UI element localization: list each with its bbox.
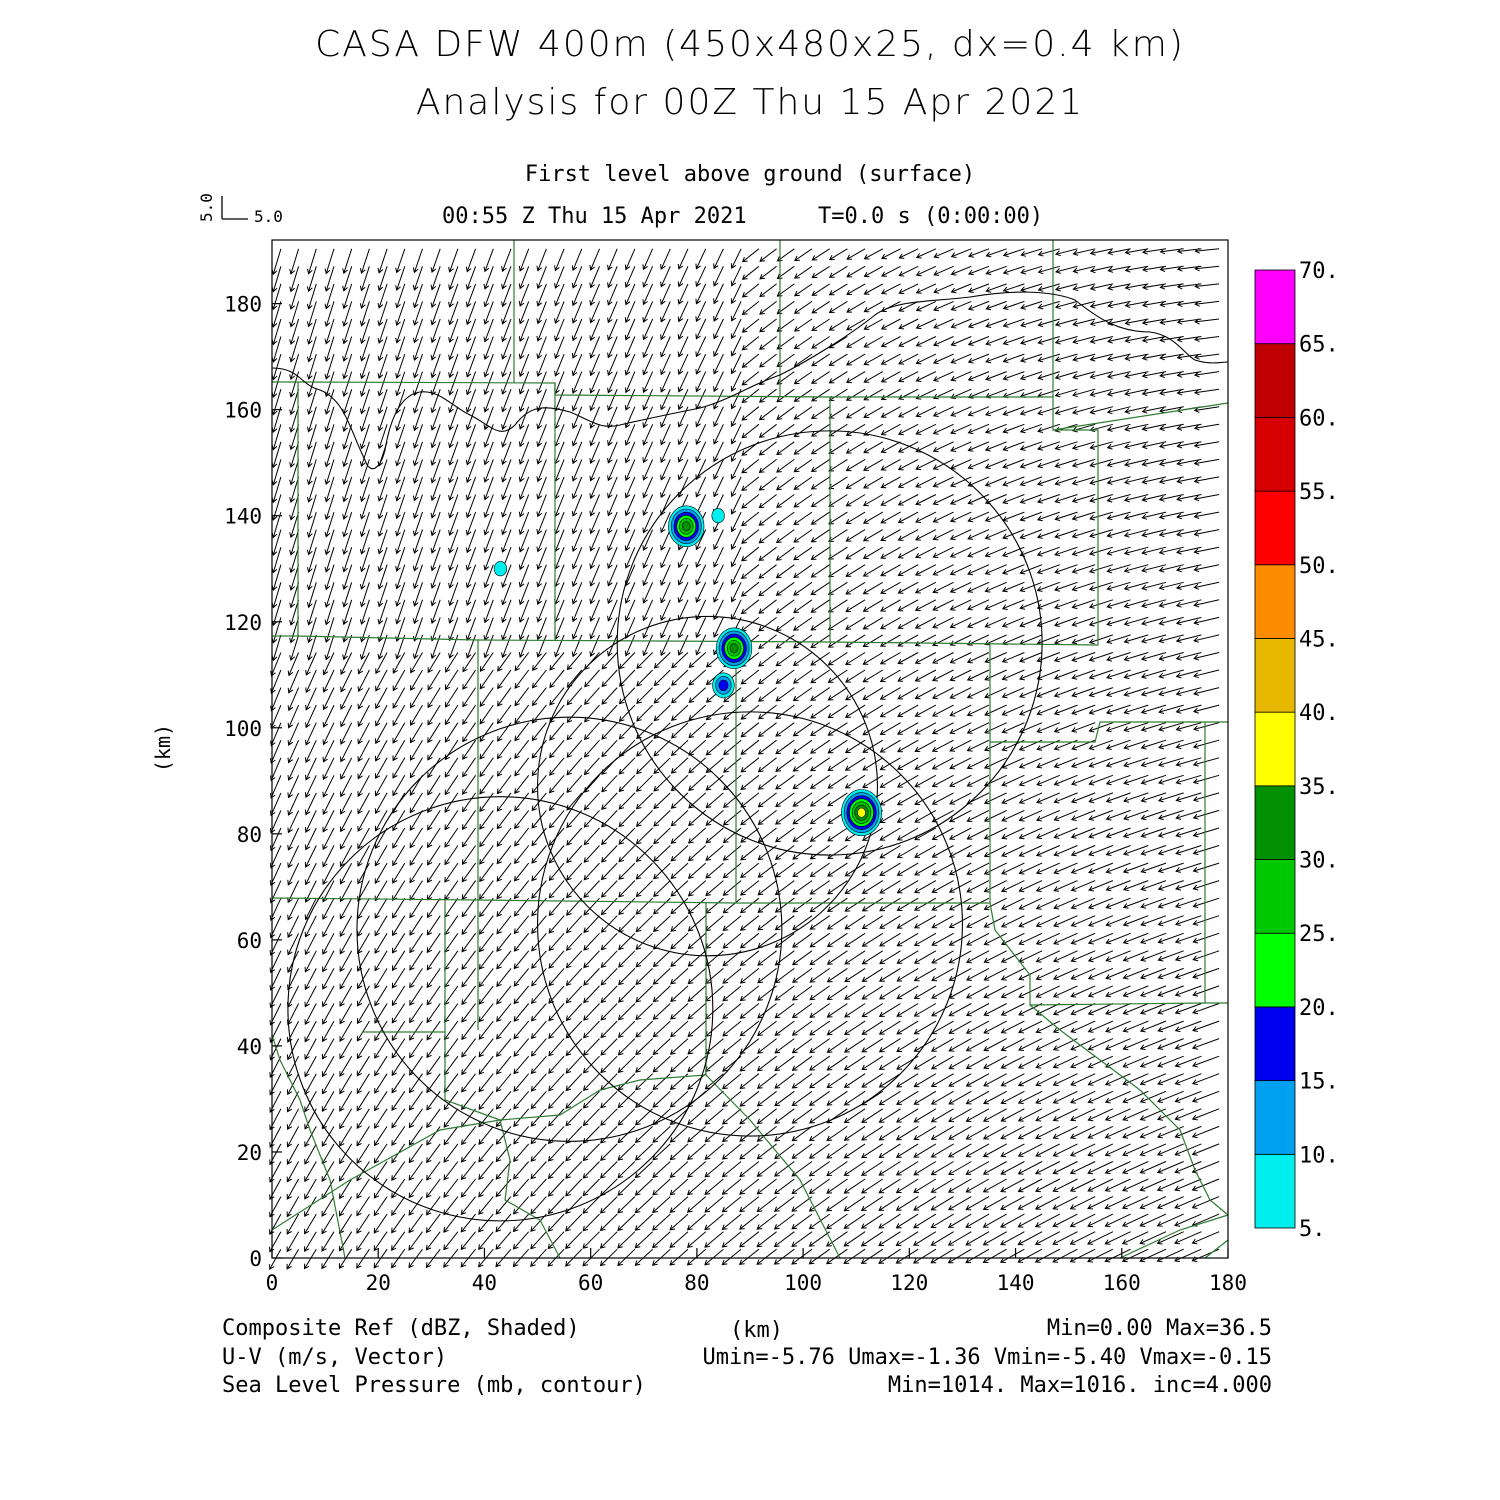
y-tick-label: 120 [224, 611, 262, 635]
colorbar-label: 10. [1299, 1143, 1339, 1168]
echo-cell [711, 508, 725, 524]
x-tick-label: 100 [784, 1271, 822, 1295]
echo-cell [857, 807, 866, 818]
y-tick-label: 20 [237, 1141, 262, 1165]
colorbar-swatch [1254, 859, 1296, 934]
footer-xunit: (km) [730, 1318, 783, 1343]
footer-field3-stats: Min=1014. Max=1016. inc=4.000 [887, 1373, 1272, 1398]
colorbar-label: 50. [1299, 554, 1339, 579]
valid-time: 00:55 Z Thu 15 Apr 2021 [442, 204, 747, 229]
footer-field1: Composite Ref (dBZ, Shaded) [222, 1316, 580, 1341]
colorbar-label: 20. [1299, 996, 1339, 1021]
colorbar: 5. 10. 15. 20. 25. 30. 35. 40. 45. 50. 55. 60. 65. 70… [1254, 259, 1339, 1242]
y-tick-label: 40 [237, 1035, 262, 1059]
y-tick-label: 100 [224, 717, 262, 741]
colorbar-swatch [1254, 711, 1296, 787]
radar-ring [537, 711, 963, 1137]
title-line1: CASA DFW 400m (450x480x25, dx=0.4 km) [315, 24, 1185, 65]
title-line2: Analysis for 00Z Thu 15 Apr 2021 [415, 82, 1085, 123]
y-axis-label: (km) [151, 724, 175, 772]
wind-vector-field [269, 247, 1220, 1270]
footer-field2-stats: Umin=-5.76 Umax=-1.36 Vmin=-5.40 Vmax=-0… [702, 1345, 1272, 1370]
colorbar-swatch [1254, 638, 1296, 713]
echo-cell [681, 521, 691, 532]
radar-ring [537, 615, 879, 957]
footer-field3: Sea Level Pressure (mb, contour) [222, 1373, 646, 1398]
colorbar-label: 25. [1299, 922, 1339, 947]
colorbar-swatch [1254, 564, 1296, 639]
footer-field1-stats: Min=0.00 Max=36.5 [1046, 1316, 1272, 1341]
x-tick-label: 140 [997, 1271, 1035, 1295]
colorbar-label: 5. [1299, 1217, 1326, 1242]
y-tick-label: 0 [249, 1247, 262, 1271]
colorbar-label: 55. [1299, 480, 1339, 505]
x-tick-label: 60 [578, 1271, 603, 1295]
wind-vectors [269, 247, 1220, 1270]
y-tick-label: 80 [237, 823, 262, 847]
colorbar-label: 15. [1299, 1070, 1339, 1095]
colorbar-label: 65. [1299, 333, 1339, 358]
radar-ring [287, 796, 714, 1222]
x-tick-label: 120 [890, 1271, 928, 1295]
colorbar-swatch [1254, 343, 1296, 418]
x-tick-label: 180 [1209, 1271, 1247, 1295]
radar-range-rings [287, 430, 1043, 1222]
sea-level-pressure-contour [271, 291, 1229, 470]
vector-key: 5.0 5.0 [197, 193, 283, 226]
level-label: First level above ground (surface) [524, 162, 976, 187]
colorbar-swatch [1254, 785, 1296, 860]
x-tick-label: 20 [366, 1271, 391, 1295]
colorbar-label: 35. [1299, 775, 1339, 800]
colorbar-swatch [1254, 1080, 1296, 1155]
colorbar-label: 40. [1299, 701, 1339, 726]
vector-key-v-label: 5.0 [197, 193, 216, 222]
county-boundaries [271, 240, 1229, 1259]
colorbar-swatch [1254, 932, 1296, 1008]
colorbar-label: 30. [1299, 849, 1339, 874]
plot-frame [271, 239, 1229, 1259]
colorbar-swatch [1254, 1153, 1296, 1229]
x-tick-label: 160 [1103, 1271, 1141, 1295]
y-tick-label: 60 [237, 929, 262, 953]
footer-field2: U-V (m/s, Vector) [222, 1345, 448, 1370]
x-tick-label: 40 [472, 1271, 497, 1295]
echo-cell [493, 561, 507, 577]
y-tick-label: 140 [224, 505, 262, 529]
vector-key-u-label: 5.0 [254, 207, 283, 226]
colorbar-swatch [1254, 416, 1296, 492]
y-tick-label: 180 [224, 293, 262, 317]
y-axis: 0 20 40 60 80 100 120 140 160 180 [224, 293, 282, 1271]
y-tick-label: 160 [224, 399, 262, 423]
x-tick-label: 0 [266, 1271, 279, 1295]
model-time: T=0.0 s (0:00:00) [818, 204, 1044, 229]
colorbar-swatch [1254, 269, 1296, 345]
x-axis: 0 20 40 60 80 100 120 140 160 180 [266, 1248, 1247, 1295]
colorbar-label: 60. [1299, 406, 1339, 431]
x-tick-label: 80 [684, 1271, 709, 1295]
colorbar-label: 45. [1299, 627, 1339, 652]
echo-cell [718, 679, 729, 692]
colorbar-label: 70. [1299, 259, 1339, 284]
colorbar-swatch [1254, 490, 1296, 566]
colorbar-swatch [1254, 1006, 1296, 1082]
radar-ring [356, 716, 783, 1142]
echo-cell [729, 643, 739, 654]
reflectivity-echoes [493, 505, 882, 837]
